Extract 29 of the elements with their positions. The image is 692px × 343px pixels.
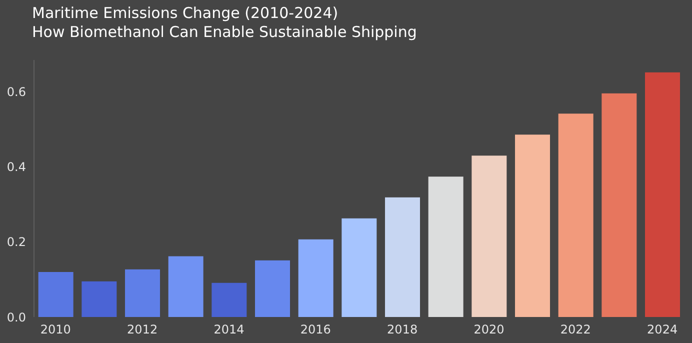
x-tick-label: 2022 (560, 322, 591, 337)
bar (82, 281, 117, 317)
x-tick-label: 2014 (214, 322, 244, 337)
x-tick-label: 2010 (40, 322, 71, 337)
chart-title: Maritime Emissions Change (2010-2024) (32, 4, 340, 23)
x-tick-label: 2024 (647, 322, 678, 337)
bar (298, 239, 334, 317)
bar (342, 218, 377, 317)
x-tick-label: 2018 (387, 322, 418, 337)
bar (602, 93, 637, 317)
y-tick-label: 0.0 (6, 310, 26, 324)
bar (38, 272, 74, 317)
bar (558, 114, 594, 317)
x-tick-label: 2012 (127, 322, 158, 337)
y-tick-label: 0.4 (6, 160, 26, 174)
x-tick-label: 2020 (474, 322, 504, 337)
bar (168, 256, 204, 317)
bar (428, 176, 464, 317)
bar (515, 134, 550, 317)
bar (125, 269, 160, 317)
y-tick-label: 0.2 (6, 235, 26, 250)
y-tick-label: 0.6 (6, 85, 26, 100)
bar (255, 260, 290, 317)
bar (472, 156, 507, 317)
bar (212, 282, 247, 317)
x-tick-label: 2016 (300, 322, 331, 337)
bar (645, 72, 680, 317)
chart-subtitle: How Biomethanol Can Enable Sustainable Shipping (32, 23, 417, 42)
bar (385, 197, 420, 317)
